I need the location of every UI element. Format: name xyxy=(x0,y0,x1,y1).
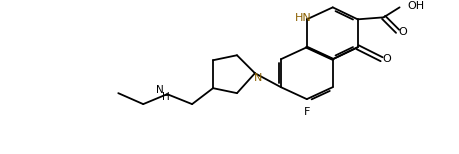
Text: F: F xyxy=(303,107,310,117)
Text: HN: HN xyxy=(294,13,311,23)
Text: O: O xyxy=(398,27,407,37)
Text: H: H xyxy=(162,92,170,102)
Text: O: O xyxy=(382,54,391,64)
Text: N: N xyxy=(157,85,164,95)
Text: N: N xyxy=(254,73,262,83)
Text: OH: OH xyxy=(408,1,425,11)
